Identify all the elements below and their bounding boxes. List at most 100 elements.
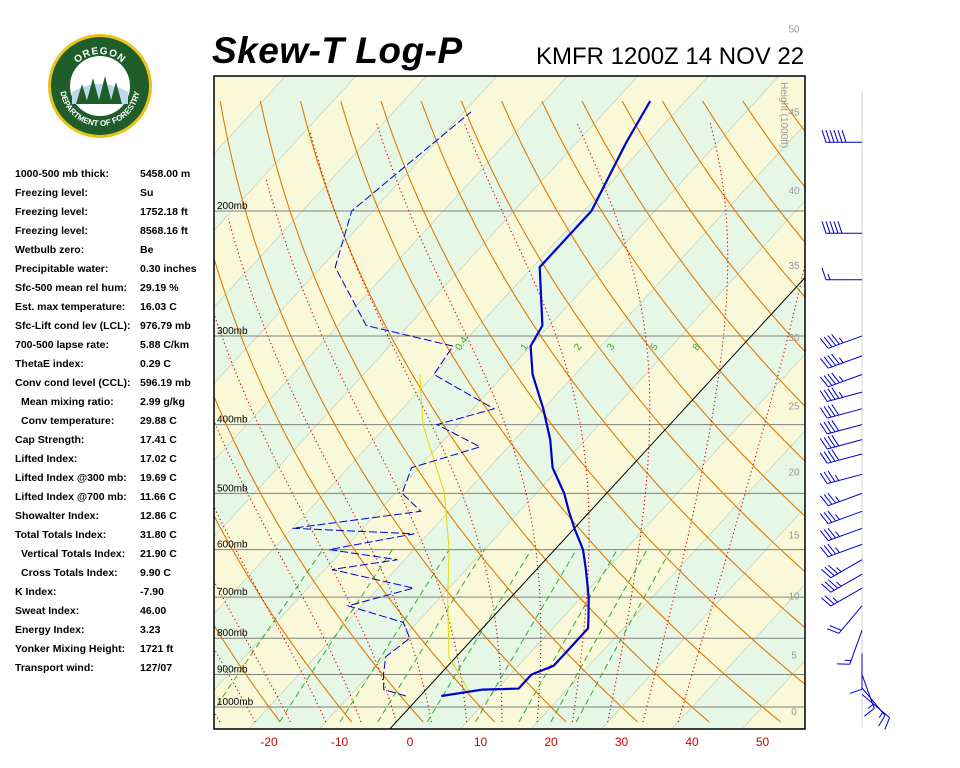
pressure-label: 300mb: [217, 326, 248, 337]
moist-adiabat: [642, 122, 729, 723]
wind-barb-staff: [830, 587, 863, 607]
stat-label: Conv temperature:: [21, 415, 115, 427]
pressure-label: 900mb: [217, 665, 248, 676]
stat-label: Cap Strength:: [15, 434, 85, 446]
wind-barb-half-flag: [836, 581, 842, 587]
stat-row: Total Totals Index: 31.80 C: [15, 529, 215, 548]
wind-barb-flag: [833, 221, 839, 234]
moist-adiabat: [214, 419, 362, 723]
wind-barb-flag: [831, 449, 840, 461]
wind-barb-flag: [823, 422, 832, 434]
stat-label: Total Totals Index:: [15, 529, 107, 541]
mixing-ratio-line: [518, 549, 618, 723]
wind-barb-flag: [878, 715, 886, 727]
wind-barbs: [819, 90, 891, 730]
parcel-trace: [419, 374, 472, 695]
wind-barb: [819, 353, 863, 369]
height-tick-label: 20: [788, 467, 800, 478]
isotherm-line: [459, 353, 805, 729]
isotherm-line: [214, 76, 498, 385]
stat-label: 700-500 lapse rate:: [15, 339, 109, 351]
stat-value: 11.66 C: [140, 491, 177, 503]
oregon-department-of-forestry-logo: OREGON DEPARTMENT OF FORESTRY: [48, 34, 152, 138]
stat-value: 1752.18 ft: [140, 206, 188, 218]
wind-barb-flag: [819, 513, 829, 525]
wind-barb-flag: [819, 357, 829, 369]
wind-barb-staff: [828, 543, 863, 558]
dry-adiabat: [420, 100, 805, 629]
wind-barb-half-flag: [838, 357, 844, 364]
stat-label: Lifted Index @300 mb:: [15, 472, 127, 484]
mixing-ratio-lines: [214, 549, 672, 723]
wind-barb: [826, 605, 863, 634]
moist-adiabat: [214, 312, 397, 723]
wind-barb-flag: [827, 510, 837, 522]
stat-row: Cap Strength: 17.41 C: [15, 434, 215, 453]
wind-barb: [819, 492, 863, 507]
dry-adiabat: [621, 100, 805, 353]
wind-barb-flag: [884, 717, 891, 730]
height-axis-title: Height (1000ft): [778, 82, 789, 148]
wind-barb-staff: [828, 335, 863, 349]
dry-adiabats: [214, 100, 805, 723]
x-tick-label: 20: [544, 735, 558, 749]
x-tick-label: 10: [474, 735, 488, 749]
stat-row: Wetbulb zero: Be: [15, 244, 215, 263]
wind-barb-flag: [849, 688, 863, 694]
wind-barb-flag: [829, 130, 835, 143]
wind-barb-staff: [827, 408, 863, 419]
stat-value: 17.02 C: [140, 453, 177, 465]
wind-barb-flag: [864, 708, 875, 717]
mixing-ratio-line: [474, 549, 577, 723]
stat-value: 127/07: [140, 662, 173, 674]
wind-barb-flag: [819, 452, 828, 464]
wind-barb: [819, 387, 863, 402]
wind-barb-flag: [823, 437, 832, 449]
moist-adiabat: [214, 505, 327, 723]
moist-adiabat: [227, 218, 432, 723]
isotherm-line: [530, 430, 805, 729]
wind-barb-flag: [819, 338, 829, 349]
mixing-ratio-label: 1: [519, 341, 531, 352]
wind-barb-flag: [823, 512, 833, 523]
stat-row: Sweat Index: 46.00: [15, 605, 215, 624]
stat-row: Lifted Index: 17.02 C: [15, 453, 215, 472]
wind-barb: [821, 267, 863, 281]
wind-barb-flag: [827, 405, 836, 417]
stat-label: Yonker Mixing Height:: [15, 643, 126, 655]
stat-value: 29.88 C: [140, 415, 177, 427]
stat-value: 5.88 C/km: [140, 339, 190, 351]
wind-barb: [819, 420, 863, 435]
wind-barb-staff: [827, 453, 863, 464]
stat-label: Precipitable water:: [15, 263, 109, 275]
stat-value: 0.29 C: [140, 358, 171, 370]
wind-barb-half-flag: [867, 704, 874, 709]
wind-barb: [819, 372, 863, 388]
stat-row: Energy Index: 3.23: [15, 624, 215, 643]
x-tick-label: 0: [407, 735, 414, 749]
wind-barb-staff: [828, 510, 863, 525]
wind-barb-half-flag: [838, 337, 844, 344]
wind-barb-staff: [827, 391, 863, 402]
stat-value: 2.99 g/kg: [140, 396, 185, 408]
wind-barb-flag: [821, 130, 827, 143]
wind-barb: [819, 449, 863, 464]
wind-barb-staff: [828, 355, 863, 369]
stat-value: 9.90 C: [140, 567, 171, 579]
x-tick-label: -20: [260, 735, 278, 749]
isotherm-line: [874, 66, 960, 739]
wind-barb-flag: [823, 451, 832, 463]
stat-value: 16.03 C: [140, 301, 177, 313]
mixing-ratio-line: [377, 549, 486, 723]
stat-value: 3.23: [140, 624, 161, 636]
wind-barb: [821, 587, 863, 607]
wind-barb-staff: [827, 424, 863, 435]
stat-label: Freezing level:: [15, 187, 88, 199]
height-tick-label: 50: [788, 25, 800, 36]
wind-barb: [819, 527, 863, 542]
wind-barb: [836, 630, 863, 665]
wind-barb-flag: [827, 388, 836, 400]
isotherm-line: [804, 66, 960, 739]
wind-barb-flag: [837, 130, 843, 143]
wind-barb-half-flag: [838, 376, 844, 382]
